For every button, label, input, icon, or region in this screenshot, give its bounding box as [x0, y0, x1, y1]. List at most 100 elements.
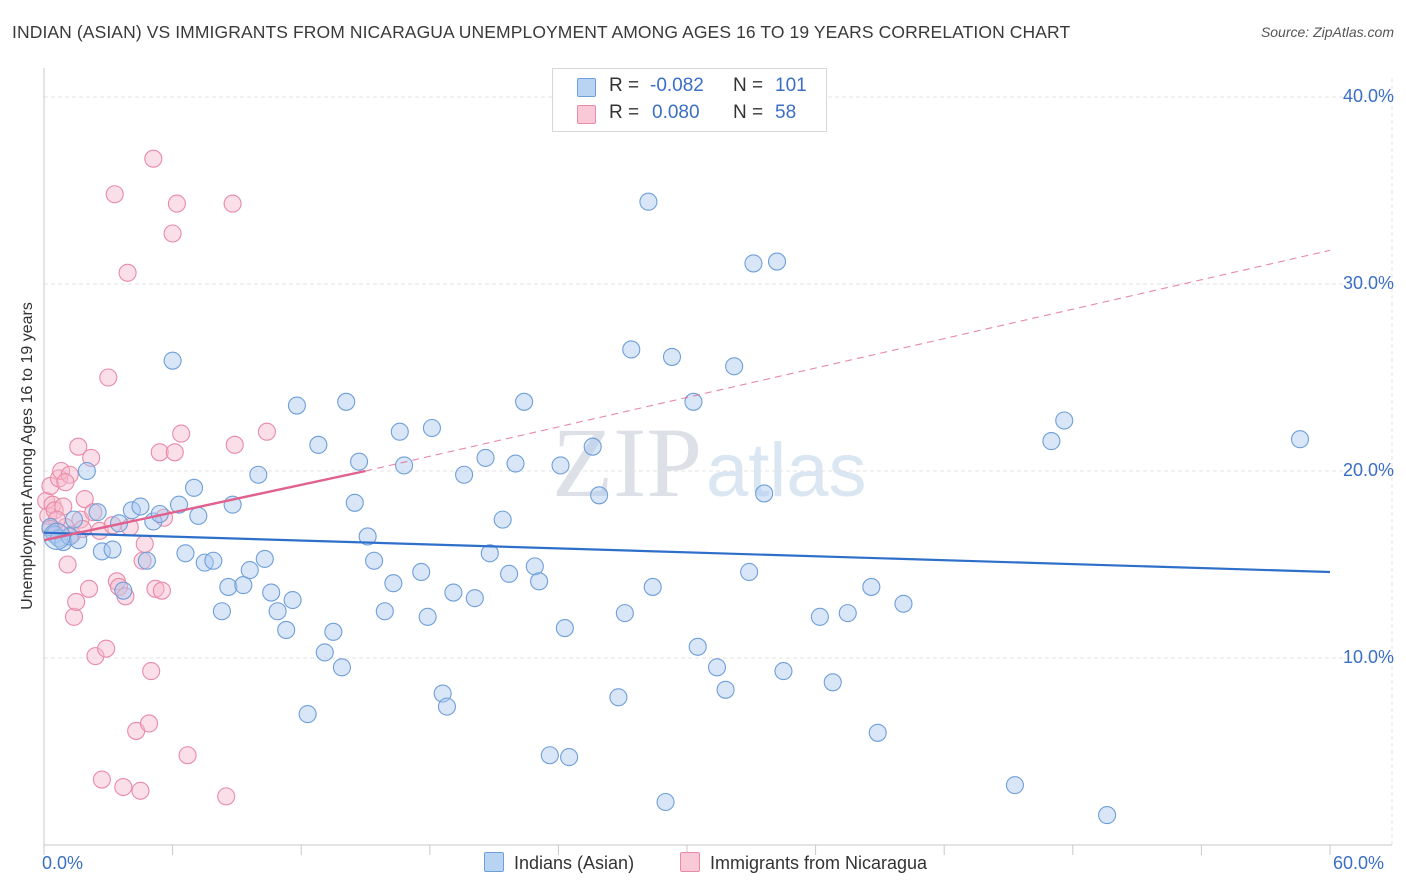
chart-title: INDIAN (ASIAN) VS IMMIGRANTS FROM NICARA… — [12, 22, 1071, 42]
watermark-zip: ZIP — [552, 407, 702, 518]
indian-points — [41, 192, 1310, 825]
nicaragua-point — [52, 461, 71, 481]
y-tick-label: 40.0% — [1342, 86, 1394, 106]
indian-point — [234, 576, 253, 595]
nicaragua-point — [84, 503, 103, 522]
indian-point — [219, 577, 238, 596]
trend-lines — [43, 249, 1331, 574]
indian-point — [287, 396, 306, 415]
indian-point — [740, 562, 759, 582]
indian-point — [583, 437, 602, 456]
indian-point — [862, 577, 881, 596]
legend-row-indians: R = -0.082 N = 101 — [553, 74, 826, 100]
nicaragua-point — [152, 581, 171, 600]
indian-point — [525, 557, 544, 576]
bottom-legend-swatch-blue — [484, 852, 504, 872]
nicaragua-point — [105, 185, 124, 204]
indian-point — [894, 594, 913, 613]
indian-point — [332, 658, 351, 677]
indian-point — [493, 510, 512, 529]
nicaragua-point — [56, 473, 75, 492]
bottom-legend-swatch-pink — [680, 852, 700, 872]
nicaragua-point — [131, 781, 150, 800]
nicaragua-trend-line — [43, 469, 366, 542]
indian-point — [309, 435, 328, 454]
indian-point — [412, 562, 431, 582]
nicaragua-points — [37, 149, 276, 806]
indian-point — [395, 456, 414, 475]
indian-point — [131, 497, 150, 516]
nicaragua-point — [75, 489, 94, 509]
indian-point — [350, 452, 369, 471]
indian-point — [345, 493, 364, 512]
indian-point — [169, 495, 189, 514]
nicaragua-point — [69, 437, 88, 456]
legend-r-value: 0.080 — [652, 102, 700, 123]
indian-point — [755, 484, 774, 503]
indian-point — [684, 392, 703, 411]
nicaragua-point — [172, 424, 191, 443]
indian-point — [324, 622, 343, 641]
indian-point — [240, 561, 259, 580]
indian-point — [622, 340, 641, 359]
indian-point — [1098, 806, 1117, 825]
indian-point — [390, 422, 409, 441]
indian-point — [530, 572, 549, 591]
x-tick-label-min: 0.0% — [42, 853, 84, 873]
indian-point — [662, 347, 682, 366]
nicaragua-point — [178, 746, 197, 765]
indian-point — [315, 643, 334, 662]
indian-point — [88, 503, 107, 522]
indian-point — [810, 607, 829, 626]
indian-point — [249, 465, 268, 484]
bottom-legend-indians: Indians (Asian) — [484, 852, 634, 874]
nicaragua-point — [217, 787, 236, 806]
indian-point — [437, 697, 456, 716]
nicaragua-point — [67, 592, 86, 611]
indian-point — [560, 748, 579, 767]
legend-swatch-pink — [577, 105, 596, 124]
indian-point — [137, 551, 156, 570]
indian-point — [365, 551, 384, 570]
indian-point — [590, 486, 609, 505]
nicaragua-point — [150, 443, 169, 462]
indian-point — [298, 705, 317, 724]
nicaragua-point — [92, 770, 111, 789]
indian-point — [358, 527, 377, 546]
indian-point — [725, 357, 744, 376]
indian-point — [716, 680, 735, 699]
y-tick-label: 10.0% — [1342, 647, 1394, 667]
nicaragua-point — [58, 555, 77, 574]
indian-point — [77, 461, 96, 481]
gridlines — [44, 78, 1393, 845]
indian-point — [1005, 776, 1024, 795]
legend-n-value: 101 — [775, 75, 807, 96]
indian-point — [500, 564, 519, 583]
axes — [43, 68, 1392, 855]
indian-point — [609, 688, 628, 707]
nicaragua-point — [144, 149, 163, 168]
nicaragua-point — [54, 497, 73, 516]
indian-point — [465, 589, 484, 608]
indian-point — [455, 465, 474, 484]
indian-point — [639, 192, 658, 211]
correlation-legend: R = -0.082 N = 101 R = 0.080 N = 58 — [552, 68, 827, 132]
legend-r-value: -0.082 — [650, 75, 704, 96]
indian-point — [515, 392, 534, 411]
indian-point — [656, 792, 675, 812]
bottom-legend-label: Indians (Asian) — [514, 853, 635, 873]
legend-n-label: N = — [733, 75, 764, 96]
nicaragua-point — [257, 422, 276, 441]
indian-point — [337, 392, 356, 411]
legend-row-nicaragua: R = 0.080 N = 58 — [553, 101, 826, 127]
indian-point — [444, 583, 463, 602]
legend-r-label: R = — [609, 102, 640, 123]
nicaragua-point — [139, 714, 159, 733]
source-credit: Source: ZipAtlas.com — [1260, 24, 1394, 40]
nicaragua-point — [79, 579, 99, 598]
y-tick-label: 30.0% — [1342, 273, 1394, 293]
indian-point — [176, 544, 195, 563]
indian-point — [212, 602, 231, 621]
nicaragua-point — [163, 224, 182, 243]
